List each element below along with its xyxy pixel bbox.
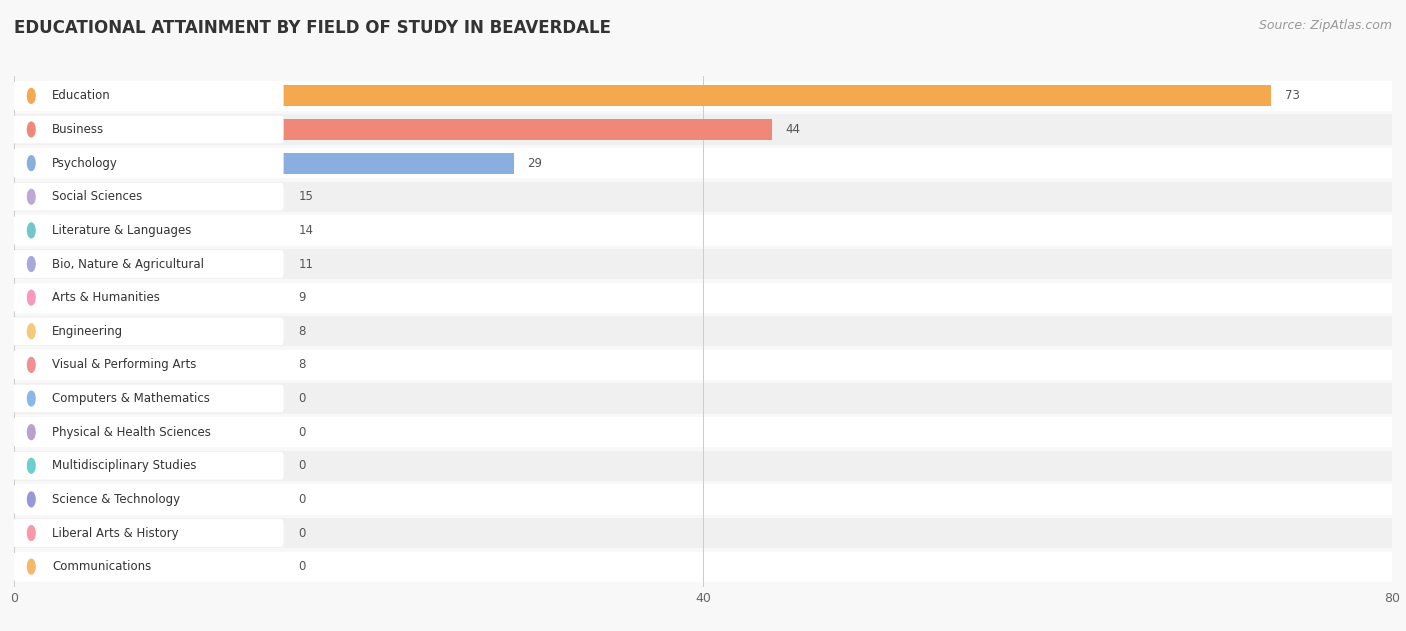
FancyBboxPatch shape: [11, 351, 284, 379]
Bar: [14, 85, 1271, 106]
Text: 15: 15: [298, 191, 314, 203]
Text: 0: 0: [298, 392, 305, 405]
Text: Communications: Communications: [52, 560, 152, 573]
Bar: [14, 350, 1392, 380]
Text: Liberal Arts & History: Liberal Arts & History: [52, 526, 179, 540]
Text: Engineering: Engineering: [52, 325, 124, 338]
FancyBboxPatch shape: [11, 82, 284, 110]
Bar: [14, 551, 1392, 582]
Text: 9: 9: [298, 291, 305, 304]
Text: Physical & Health Sciences: Physical & Health Sciences: [52, 426, 211, 439]
Text: 44: 44: [786, 123, 800, 136]
Bar: [14, 451, 1392, 481]
Bar: [14, 119, 772, 140]
Circle shape: [28, 526, 35, 540]
Bar: [14, 153, 513, 174]
Text: 73: 73: [1285, 90, 1301, 102]
FancyBboxPatch shape: [11, 519, 284, 547]
FancyBboxPatch shape: [11, 418, 284, 446]
Bar: [14, 283, 1392, 313]
Bar: [14, 249, 1392, 279]
Circle shape: [28, 324, 35, 339]
Text: Business: Business: [52, 123, 104, 136]
Text: 29: 29: [527, 156, 543, 170]
Bar: [14, 81, 1392, 111]
FancyBboxPatch shape: [11, 385, 284, 412]
Text: 0: 0: [298, 526, 305, 540]
Text: 11: 11: [298, 257, 314, 271]
Text: 0: 0: [298, 426, 305, 439]
Bar: [14, 114, 1392, 144]
Bar: [14, 215, 1392, 245]
Bar: [14, 321, 152, 342]
FancyBboxPatch shape: [11, 216, 284, 244]
Bar: [14, 220, 256, 241]
Circle shape: [28, 122, 35, 137]
FancyBboxPatch shape: [11, 452, 284, 480]
Text: 8: 8: [298, 325, 305, 338]
FancyBboxPatch shape: [11, 486, 284, 513]
Text: 0: 0: [298, 560, 305, 573]
FancyBboxPatch shape: [11, 183, 284, 211]
Circle shape: [28, 391, 35, 406]
Text: 8: 8: [298, 358, 305, 372]
Circle shape: [28, 559, 35, 574]
Text: Bio, Nature & Agricultural: Bio, Nature & Agricultural: [52, 257, 204, 271]
FancyBboxPatch shape: [11, 150, 284, 177]
Bar: [14, 186, 273, 207]
Text: Social Sciences: Social Sciences: [52, 191, 142, 203]
Circle shape: [28, 425, 35, 440]
Circle shape: [28, 458, 35, 473]
Bar: [14, 287, 169, 308]
Text: Science & Technology: Science & Technology: [52, 493, 180, 506]
Text: 0: 0: [298, 493, 305, 506]
Bar: [14, 254, 204, 274]
Text: Education: Education: [52, 90, 111, 102]
Text: 14: 14: [298, 224, 314, 237]
Circle shape: [28, 257, 35, 271]
Circle shape: [28, 88, 35, 103]
FancyBboxPatch shape: [11, 553, 284, 581]
Bar: [14, 417, 1392, 447]
Text: Literature & Languages: Literature & Languages: [52, 224, 191, 237]
Text: Psychology: Psychology: [52, 156, 118, 170]
Text: EDUCATIONAL ATTAINMENT BY FIELD OF STUDY IN BEAVERDALE: EDUCATIONAL ATTAINMENT BY FIELD OF STUDY…: [14, 19, 612, 37]
Text: Arts & Humanities: Arts & Humanities: [52, 291, 160, 304]
Bar: [14, 316, 1392, 346]
Bar: [14, 518, 1392, 548]
FancyBboxPatch shape: [11, 251, 284, 278]
Circle shape: [28, 156, 35, 170]
Bar: [14, 484, 1392, 514]
FancyBboxPatch shape: [11, 317, 284, 345]
Text: Visual & Performing Arts: Visual & Performing Arts: [52, 358, 197, 372]
Text: Source: ZipAtlas.com: Source: ZipAtlas.com: [1258, 19, 1392, 32]
Circle shape: [28, 358, 35, 372]
Bar: [14, 182, 1392, 212]
Circle shape: [28, 189, 35, 204]
Bar: [14, 355, 152, 375]
FancyBboxPatch shape: [11, 115, 284, 143]
Circle shape: [28, 223, 35, 238]
Text: Computers & Mathematics: Computers & Mathematics: [52, 392, 209, 405]
Text: Multidisciplinary Studies: Multidisciplinary Studies: [52, 459, 197, 472]
FancyBboxPatch shape: [11, 284, 284, 312]
Bar: [14, 148, 1392, 179]
Circle shape: [28, 492, 35, 507]
Circle shape: [28, 290, 35, 305]
Text: 0: 0: [298, 459, 305, 472]
Bar: [14, 384, 1392, 414]
